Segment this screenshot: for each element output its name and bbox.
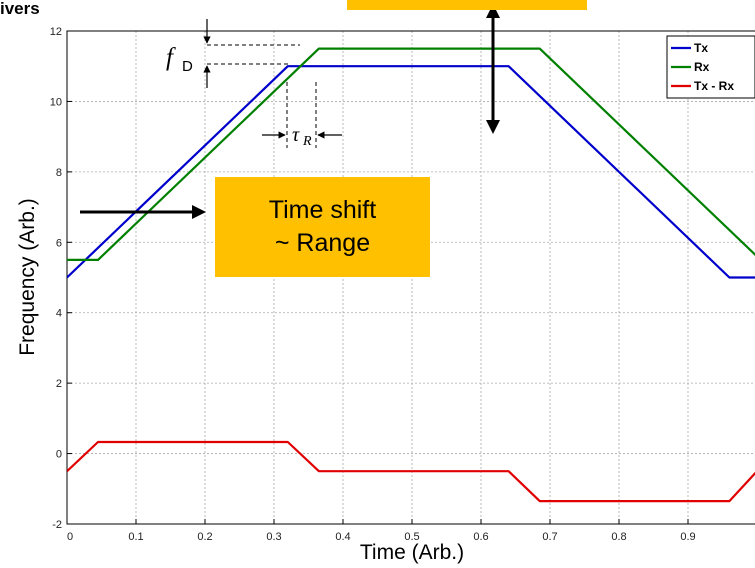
tau-annotation: τ R — [262, 82, 342, 149]
time-shift-callout: Time shift ~ Range — [215, 177, 430, 277]
time-shift-arrow — [80, 205, 206, 219]
x-tick-label: 0.1 — [128, 531, 143, 543]
x-tick-label: 0.5 — [404, 531, 419, 543]
tau-symbol: τ — [292, 124, 300, 146]
x-tick-label: 0.3 — [266, 531, 281, 543]
plot-frame — [66, 30, 755, 525]
x-tick-label: 0.4 — [335, 531, 350, 543]
y-axis-ticks: -2 0 2 4 6 8 10 12 — [50, 26, 72, 531]
double-arrow-head-top — [486, 4, 500, 18]
series-line-3 — [67, 440, 755, 503]
fd-subscript: D — [182, 58, 193, 75]
x-axis-title: Time (Arb.) — [360, 541, 464, 564]
y-tick-label: 4 — [56, 308, 62, 320]
time-shift-arrow-head — [192, 205, 206, 219]
fd-symbol: f — [166, 44, 176, 71]
series-line-1 — [67, 65, 755, 279]
y-tick-label: -2 — [52, 519, 62, 531]
x-tick-label: 0.9 — [680, 531, 695, 543]
legend: Tx Rx Tx - Rx — [666, 35, 755, 99]
legend-box — [666, 35, 755, 99]
x-tick-label: 0.6 — [473, 531, 488, 543]
series-line-2 — [67, 47, 755, 261]
doppler-double-arrow — [486, 4, 500, 134]
legend-label: Tx - Rx — [694, 79, 734, 93]
legend-label: Tx — [694, 41, 708, 55]
x-axis-ticks: 0 0.1 0.2 0.3 0.4 0.5 0.6 0.7 0.8 0.9 — [66, 519, 696, 543]
fd-annotation: f D — [166, 19, 300, 88]
y-tick-label: 10 — [50, 96, 62, 108]
series-lines — [67, 47, 755, 503]
double-arrow-head-bottom — [486, 120, 500, 134]
grid — [67, 31, 755, 524]
x-tick-label: 0.8 — [611, 531, 626, 543]
top-callout-box — [347, 0, 587, 10]
y-tick-label: 2 — [56, 378, 62, 390]
callout-line-1: Time shift — [268, 196, 377, 224]
x-tick-label: 0.2 — [197, 531, 212, 543]
x-tick-label: 0.7 — [542, 531, 557, 543]
y-tick-label: 6 — [56, 237, 62, 249]
y-tick-label: 12 — [50, 26, 62, 38]
y-tick-label: 0 — [56, 449, 62, 461]
y-axis-title: Frequency (Arb.) — [16, 198, 39, 356]
legend-label: Rx — [694, 60, 710, 74]
callout-line-2: ~ Range — [274, 229, 371, 257]
x-tick-label: 0 — [67, 531, 73, 543]
tau-subscript: R — [302, 134, 312, 149]
header-text-fragment: ivers — [0, 0, 40, 18]
y-tick-label: 8 — [56, 167, 62, 179]
